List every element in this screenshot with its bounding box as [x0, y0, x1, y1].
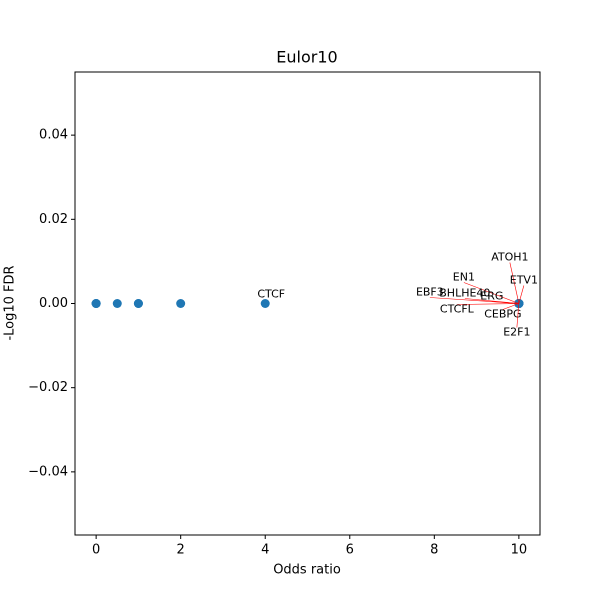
annotation-label: E2F1: [503, 326, 530, 339]
point: [176, 299, 186, 308]
point: [133, 299, 143, 308]
x-tick-label: 6: [346, 543, 354, 558]
y-tick-label: 0.02: [39, 212, 68, 227]
annotation-label: BHLHE40: [439, 287, 490, 300]
annotation-label: ERG: [480, 290, 503, 303]
annotation-label: ATOH1: [491, 251, 528, 264]
annotation-label: CTCFL: [440, 303, 475, 316]
annotation-line: [509, 262, 520, 304]
annotation-label: EN1: [453, 271, 475, 284]
x-tick-label: 0: [92, 543, 100, 558]
annotation-line: [456, 303, 519, 305]
annotation-line: [463, 282, 519, 304]
y-tick-label: 0.00: [39, 296, 68, 311]
y-tick-label: 0.04: [39, 128, 68, 143]
y-axis-label: -Log10 FDR: [3, 265, 18, 340]
annotation-label: CEBPG: [484, 308, 521, 321]
point: [91, 299, 101, 308]
point: [112, 299, 122, 308]
x-tick-label: 10: [511, 543, 528, 558]
annotation-label: ETV1: [510, 274, 538, 287]
y-tick-label: −0.02: [28, 380, 68, 395]
x-tick-label: 4: [261, 543, 269, 558]
annotation-label: EBF3: [416, 286, 444, 299]
y-tick-label: −0.04: [28, 464, 68, 479]
x-axis-label: Odds ratio: [273, 563, 341, 578]
point: [260, 299, 270, 308]
annotation-label: CTCF: [257, 288, 285, 301]
annotation-line: [491, 301, 519, 304]
annotation-line: [502, 303, 519, 310]
annotation-line: [518, 285, 525, 304]
x-tick-label: 2: [177, 543, 185, 558]
annotation-line: [516, 303, 520, 328]
chart-title: Eulor10: [276, 48, 337, 67]
x-tick-label: 8: [430, 543, 438, 558]
